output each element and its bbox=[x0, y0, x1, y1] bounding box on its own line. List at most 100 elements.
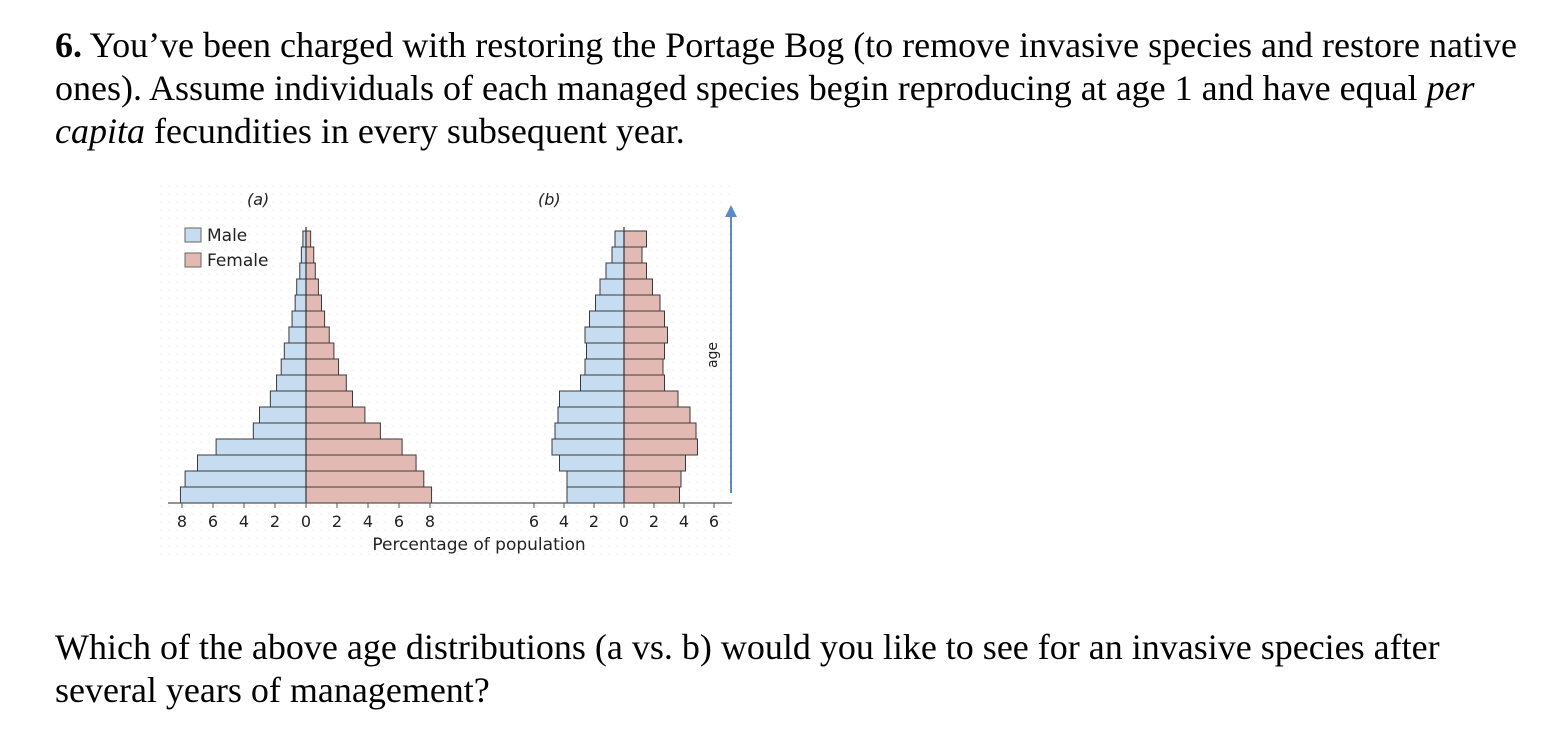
male-bar-b-12 bbox=[595, 294, 625, 312]
male-bar-a-4 bbox=[252, 422, 307, 440]
male-bar-b-11 bbox=[589, 310, 625, 328]
x-tick-label-a-0: 8 bbox=[177, 512, 187, 531]
female-bar-a-3 bbox=[305, 438, 403, 456]
male-bar-a-15 bbox=[300, 246, 307, 264]
female-bar-b-9 bbox=[623, 342, 665, 360]
female-bar-a-0 bbox=[305, 486, 433, 504]
male-bar-a-14 bbox=[299, 262, 307, 280]
male-bar-a-10 bbox=[288, 326, 307, 344]
legend-swatch-male bbox=[184, 227, 202, 243]
female-bar-b-6 bbox=[623, 390, 679, 408]
female-bar-a-5 bbox=[305, 406, 366, 424]
male-bar-a-1 bbox=[184, 470, 307, 488]
female-bar-b-1 bbox=[623, 470, 682, 488]
female-bar-b-12 bbox=[623, 294, 661, 312]
female-bar-b-11 bbox=[623, 310, 665, 328]
male-bar-b-5 bbox=[557, 406, 625, 424]
male-bar-b-9 bbox=[586, 342, 625, 360]
question-text: 6. You’ve been charged with restoring th… bbox=[55, 24, 1535, 153]
question-body-end: fecundities in every subsequent year. bbox=[144, 111, 685, 151]
male-bar-b-2 bbox=[559, 454, 625, 472]
x-tick-label-b-2: 2 bbox=[589, 512, 599, 531]
male-bar-a-7 bbox=[276, 374, 307, 392]
x-tick-label-a-1: 6 bbox=[208, 512, 218, 531]
female-bar-a-1 bbox=[305, 470, 425, 488]
x-tick-label-b-6: 6 bbox=[709, 512, 719, 531]
male-bar-a-3 bbox=[215, 438, 307, 456]
female-bar-a-7 bbox=[305, 374, 347, 392]
male-bar-b-15 bbox=[611, 246, 625, 264]
male-bar-a-8 bbox=[280, 358, 307, 376]
panel-label-b: (b) bbox=[538, 190, 561, 209]
male-bar-b-14 bbox=[605, 262, 625, 280]
male-bar-a-9 bbox=[283, 342, 307, 360]
female-bar-a-10 bbox=[305, 326, 330, 344]
female-bar-a-12 bbox=[305, 294, 322, 312]
x-tick-label-b-1: 4 bbox=[559, 512, 569, 531]
male-bar-b-4 bbox=[554, 422, 625, 440]
x-tick-label-b-3: 0 bbox=[619, 512, 629, 531]
y-axis-label: age bbox=[705, 342, 721, 368]
x-tick-label-a-8: 8 bbox=[425, 512, 435, 531]
female-bar-a-15 bbox=[305, 246, 315, 264]
male-bar-b-3 bbox=[551, 438, 625, 456]
female-bar-b-0 bbox=[623, 486, 680, 504]
male-bar-a-12 bbox=[294, 294, 307, 312]
male-bar-a-2 bbox=[197, 454, 307, 472]
female-bar-a-2 bbox=[305, 454, 417, 472]
x-tick-label-a-4: 0 bbox=[301, 512, 311, 531]
female-bar-b-5 bbox=[623, 406, 691, 424]
female-bar-b-16 bbox=[623, 230, 647, 248]
female-bar-a-6 bbox=[305, 390, 353, 408]
male-bar-a-0 bbox=[179, 486, 307, 504]
x-tick-label-a-3: 2 bbox=[270, 512, 280, 531]
male-bar-a-11 bbox=[291, 310, 307, 328]
male-bar-a-5 bbox=[259, 406, 307, 424]
followup-question: Which of the above age distributions (a … bbox=[55, 627, 1440, 710]
female-bar-a-11 bbox=[305, 310, 326, 328]
panel-label-a: (a) bbox=[247, 190, 269, 209]
pyramid-panel-b: (b) 6 4 2 0 2 4 6 bbox=[529, 190, 719, 531]
male-bar-b-8 bbox=[584, 358, 625, 376]
age-arrow-head bbox=[725, 205, 737, 217]
male-bar-b-0 bbox=[566, 486, 625, 504]
female-bar-b-10 bbox=[623, 326, 668, 344]
male-bar-b-1 bbox=[566, 470, 625, 488]
x-tick-label-b-0: 6 bbox=[529, 512, 539, 531]
axes: Percentage of population age bbox=[168, 205, 737, 555]
male-bar-b-6 bbox=[559, 390, 625, 408]
female-bar-b-2 bbox=[623, 454, 686, 472]
legend: Male Female bbox=[184, 226, 268, 271]
x-tick-label-a-2: 4 bbox=[239, 512, 249, 531]
question-italic: per capita bbox=[55, 68, 1475, 151]
legend-swatch-female bbox=[184, 252, 202, 268]
female-bar-a-13 bbox=[305, 278, 319, 296]
female-bar-a-4 bbox=[305, 422, 381, 440]
female-bar-b-4 bbox=[623, 422, 697, 440]
female-bar-b-3 bbox=[623, 438, 698, 456]
female-bar-b-13 bbox=[623, 278, 653, 296]
x-tick-label-b-5: 4 bbox=[679, 512, 689, 531]
female-bar-a-14 bbox=[305, 262, 316, 280]
legend-label-female: Female bbox=[207, 251, 268, 271]
female-bar-a-16 bbox=[305, 230, 312, 248]
x-tick-label-a-7: 6 bbox=[394, 512, 404, 531]
question-body-start: You’ve been charged with restoring the P… bbox=[55, 25, 1517, 108]
male-bar-b-10 bbox=[584, 326, 625, 344]
female-bar-b-15 bbox=[623, 246, 643, 264]
x-tick-label-a-6: 4 bbox=[363, 512, 373, 531]
male-bar-b-13 bbox=[599, 278, 625, 296]
male-bar-b-16 bbox=[614, 230, 625, 248]
x-tick-label-a-5: 2 bbox=[332, 512, 342, 531]
female-bar-a-9 bbox=[305, 342, 335, 360]
male-bar-a-13 bbox=[296, 278, 307, 296]
female-bar-b-7 bbox=[623, 374, 665, 392]
male-bar-a-6 bbox=[269, 390, 307, 408]
male-bar-b-7 bbox=[580, 374, 625, 392]
population-pyramid-figure: (a) 8 6 4 2 0 2 4 6 8 (b) 6 4 2 0 2 4 6 Male Female Perce… bbox=[160, 185, 737, 560]
x-axis-label: Percentage of population bbox=[372, 535, 585, 555]
female-bar-a-8 bbox=[305, 358, 340, 376]
legend-label-male: Male bbox=[207, 226, 247, 246]
female-bar-b-8 bbox=[623, 358, 664, 376]
question-number: 6. bbox=[55, 25, 82, 65]
